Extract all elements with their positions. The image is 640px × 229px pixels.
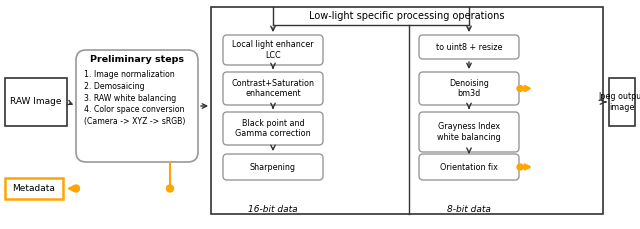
Text: Grayness Index
white balancing: Grayness Index white balancing	[437, 122, 501, 142]
Text: 16-bit data: 16-bit data	[248, 204, 298, 213]
FancyBboxPatch shape	[223, 112, 323, 145]
FancyBboxPatch shape	[76, 50, 198, 162]
Text: Black point and
Gamma correction: Black point and Gamma correction	[235, 119, 311, 138]
FancyBboxPatch shape	[419, 112, 519, 152]
FancyBboxPatch shape	[419, 35, 519, 59]
Text: Local light enhancer
LCC: Local light enhancer LCC	[232, 40, 314, 60]
Bar	[5, 78, 67, 126]
Circle shape	[517, 85, 523, 92]
Text: 8-bit data: 8-bit data	[447, 204, 491, 213]
Bar	[5, 178, 63, 199]
Text: Orientation fix: Orientation fix	[440, 163, 498, 172]
Circle shape	[72, 185, 79, 192]
Bar	[211, 7, 603, 214]
Circle shape	[517, 164, 523, 170]
Text: RAW Image: RAW Image	[10, 98, 61, 106]
Circle shape	[166, 185, 173, 192]
Bar	[609, 78, 635, 126]
Text: Jpeg output
image: Jpeg output image	[599, 92, 640, 112]
Text: to uint8 + resize: to uint8 + resize	[436, 43, 502, 52]
FancyBboxPatch shape	[223, 72, 323, 105]
FancyBboxPatch shape	[223, 154, 323, 180]
FancyBboxPatch shape	[419, 154, 519, 180]
Text: Low-light specific processing operations: Low-light specific processing operations	[309, 11, 505, 21]
FancyBboxPatch shape	[223, 35, 323, 65]
Text: Preliminary steps: Preliminary steps	[90, 55, 184, 65]
FancyBboxPatch shape	[419, 72, 519, 105]
Text: 1. Image normalization
2. Demosaicing
3. RAW white balancing
4. Color space conv: 1. Image normalization 2. Demosaicing 3.…	[84, 70, 186, 126]
Text: Contrast+Saturation
enhancement: Contrast+Saturation enhancement	[232, 79, 314, 98]
Text: Sharpening: Sharpening	[250, 163, 296, 172]
Text: Denoising
bm3d: Denoising bm3d	[449, 79, 489, 98]
Text: Metadata: Metadata	[13, 184, 56, 193]
